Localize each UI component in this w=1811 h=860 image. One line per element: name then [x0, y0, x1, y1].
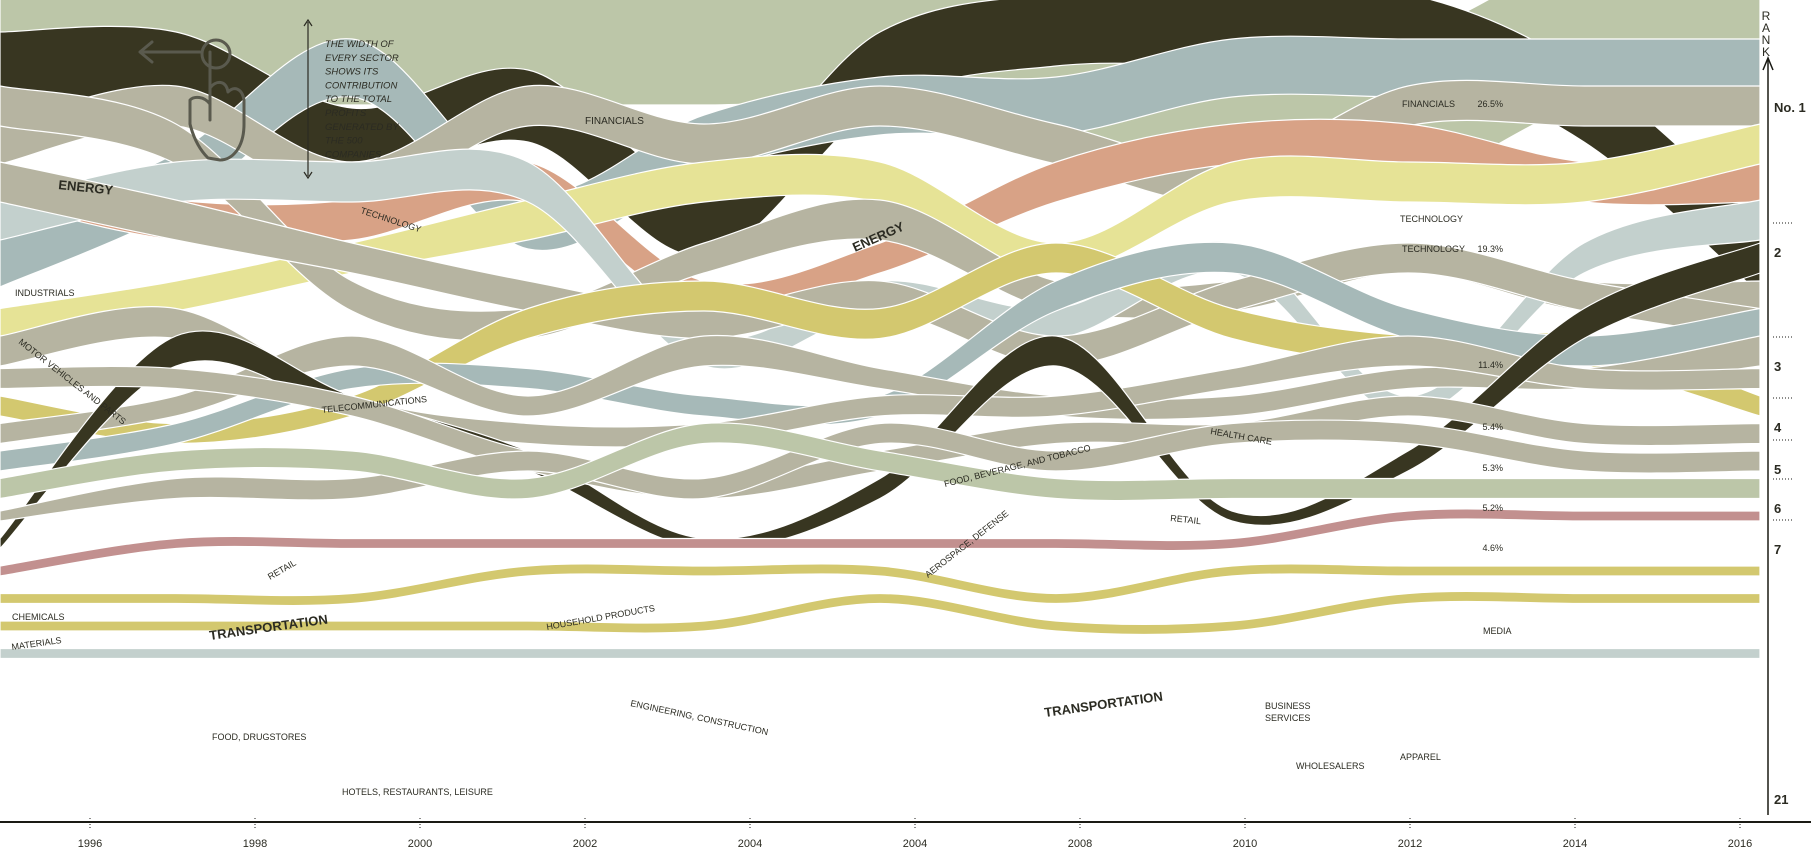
share-value-6: 5.2%: [1482, 503, 1503, 513]
rank-label-3: 4: [1774, 420, 1782, 435]
rank-axis-title-letter: A: [1762, 21, 1770, 35]
label-financials: FINANCIALS: [585, 116, 644, 127]
annotation-line-3: CONTRIBUTION: [325, 80, 397, 91]
annotation-line-1: EVERY SECTOR: [325, 53, 399, 64]
label-hotels: HOTELS, RESTAURANTS, LEISURE: [342, 787, 493, 797]
x-tick-label-8: 2012: [1398, 838, 1422, 850]
label-technology: TECHNOLOGY: [1400, 214, 1463, 224]
annotation-line-6: GENERATED BY: [325, 122, 399, 133]
label-retail: RETAIL: [1170, 513, 1202, 526]
annotation-line-5: PROFITS: [325, 108, 367, 119]
rank-axis-arrow: [1762, 56, 1774, 71]
rank-axis-title-letter: R: [1762, 9, 1771, 23]
stream-hotels-restaurants-leisure: [0, 647, 1761, 660]
x-tick-label-9: 2014: [1563, 838, 1587, 850]
x-tick-label-10: 2016: [1728, 838, 1752, 850]
label-engineering: ENGINEERING, CONSTRUCTION: [630, 698, 770, 737]
sector-streams: [0, 0, 1761, 660]
x-tick-label-7: 2010: [1233, 838, 1257, 850]
rank-label-2: 3: [1774, 359, 1781, 374]
annotation-line-4: TO THE TOTAL: [325, 94, 392, 105]
annotation-line-2: SHOWS ITS: [325, 67, 379, 78]
label-apparel: APPAREL: [1400, 752, 1441, 762]
rank-label-5: 6: [1774, 501, 1781, 516]
annotation-bracket: [303, 18, 313, 180]
label-business-services-2: SERVICES: [1265, 713, 1310, 723]
x-tick-label-4: 2004: [738, 838, 762, 850]
stream-apparel: [0, 590, 1761, 636]
label-transportation: TRANSPORTATION: [208, 611, 328, 642]
label-transportation: TRANSPORTATION: [1043, 688, 1163, 719]
axes: 1996 1998 2000 2002 2004 2004 2008 2010 2012 2014…: [0, 9, 1811, 850]
stream-media: [0, 334, 1761, 445]
share-value-1: 26.5%: [1477, 99, 1503, 109]
x-tick-label-5: 2004: [903, 838, 927, 850]
x-tick-label-0: 1996: [78, 838, 102, 850]
share-value-4: 5.4%: [1482, 422, 1503, 432]
annotation-line-8: COMPANIES: [325, 149, 382, 160]
share-sector-1: FINANCIALS: [1402, 99, 1455, 109]
x-tick-label-1: 1998: [243, 838, 267, 850]
swipe-left-hand-icon: [138, 38, 246, 162]
rank-label-7: 21: [1774, 792, 1788, 807]
share-sector-2: TECHNOLOGY: [1402, 244, 1465, 254]
share-value-5: 5.3%: [1482, 463, 1503, 473]
rank-label-4: 5: [1774, 462, 1781, 477]
share-value-2: 19.3%: [1477, 244, 1503, 254]
rank-axis-title-letter: N: [1762, 33, 1771, 47]
label-wholesalers: WHOLESALERS: [1296, 761, 1365, 771]
stream-engineering-construction: [0, 422, 1761, 502]
label-business-services-1: BUSINESS: [1265, 701, 1311, 711]
label-energy: ENERGY: [58, 177, 114, 198]
share-value-3: 11.4%: [1478, 360, 1503, 370]
annotation-line-0: THE WIDTH OF: [325, 39, 395, 50]
stream-food-drugstores: [0, 508, 1761, 577]
x-tick-label-2: 2000: [408, 838, 432, 850]
x-tick-label-6: 2008: [1068, 838, 1092, 850]
share-value-7: 4.6%: [1482, 543, 1503, 553]
rank-label-0: No. 1: [1774, 100, 1806, 115]
stream-chemicals: [0, 306, 1761, 448]
label-industrials: INDUSTRIALS: [15, 288, 75, 298]
x-tick-label-3: 2002: [573, 838, 597, 850]
rank-axis-title-letter: K: [1762, 45, 1770, 59]
stream-wholesalers: [0, 563, 1761, 607]
rank-label-1: 2: [1774, 245, 1781, 260]
annotation: THE WIDTH OF EVERY SECTOR SHOWS ITS CONTRIB…: [138, 18, 399, 180]
annotation-line-7: THE 500: [325, 136, 363, 147]
rank-label-6: 7: [1774, 542, 1781, 557]
label-retail: RETAIL: [266, 558, 298, 582]
label-chemicals: CHEMICALS: [12, 612, 65, 622]
label-media: MEDIA: [1483, 626, 1512, 636]
label-food-drugstores: FOOD, DRUGSTORES: [212, 732, 306, 742]
